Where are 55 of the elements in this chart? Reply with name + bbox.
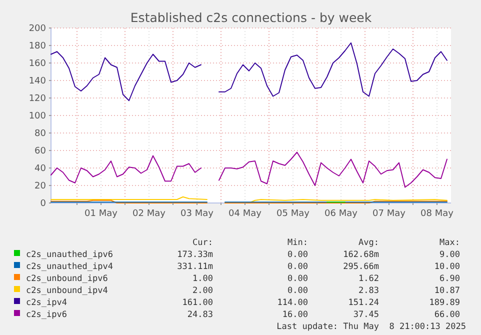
y-tick-label: 160 xyxy=(28,59,46,70)
text: 16.00 xyxy=(282,310,308,320)
text: 24.83 xyxy=(187,310,213,320)
y-tick-label: 20 xyxy=(34,182,46,192)
text: 161.00 xyxy=(182,298,213,308)
text: 331.11m xyxy=(177,262,213,272)
text: 9.00 xyxy=(440,250,460,260)
text: 0.00 xyxy=(288,250,308,260)
x-tick-label: 06 May xyxy=(324,209,358,219)
legend-label: c2s_unbound_ipv4 xyxy=(26,286,108,296)
chart-title: Established c2s connections - by week xyxy=(130,10,372,25)
y-tick-label: 100 xyxy=(28,112,46,122)
text: 0.00 xyxy=(288,274,308,284)
y-tick-label: 0 xyxy=(40,199,46,210)
x-tick-label: 04 May xyxy=(228,209,262,219)
x-tick-label: 08 May xyxy=(420,209,454,219)
y-tick-label: 60 xyxy=(34,146,46,157)
legend-label: c2s_ipv6 xyxy=(26,310,67,320)
y-tick-label: 80 xyxy=(34,129,46,140)
x-tick-label: 05 May xyxy=(276,209,310,219)
text: Last update: Thu May 8 21:00:13 2025 xyxy=(276,322,466,332)
y-tick-label: 180 xyxy=(28,42,46,52)
text: 114.00 xyxy=(277,298,308,308)
text: Cur: xyxy=(192,238,213,248)
y-tick-label: 120 xyxy=(28,94,46,104)
x-tick-label: 01 May xyxy=(84,209,118,219)
text: 10.00 xyxy=(434,262,460,272)
y-tick-label: 200 xyxy=(28,24,46,34)
x-tick-label: 07 May xyxy=(372,209,406,219)
x-tick-label: 02 May xyxy=(132,209,166,219)
text: 1.00 xyxy=(192,274,213,284)
legend-label: c2s_ipv4 xyxy=(26,298,67,308)
text: 162.68m xyxy=(343,250,379,260)
text: 2.00 xyxy=(192,286,213,296)
text: 151.24 xyxy=(348,298,379,308)
x-tick-label: 03 May xyxy=(180,209,214,219)
text: 2.83 xyxy=(358,286,379,296)
text: 173.33m xyxy=(177,250,213,260)
text: 189.89 xyxy=(429,298,460,308)
text: Avg: xyxy=(358,238,379,248)
text: 10.87 xyxy=(434,286,460,296)
legend-label: c2s_unbound_ipv6 xyxy=(26,274,108,284)
text: 1.62 xyxy=(358,274,379,284)
text: 0.00 xyxy=(288,262,308,272)
y-tick-label: 40 xyxy=(34,164,46,174)
text: Min: xyxy=(288,238,308,248)
text: 0.00 xyxy=(288,286,308,296)
text: Max: xyxy=(440,238,460,248)
y-tick-label: 140 xyxy=(28,76,46,87)
text: 6.90 xyxy=(440,274,460,284)
text: 66.00 xyxy=(434,310,460,320)
text: 295.66m xyxy=(343,262,379,272)
legend-label: c2s_unauthed_ipv4 xyxy=(26,262,113,272)
text: 37.45 xyxy=(353,310,379,320)
legend-label: c2s_unauthed_ipv6 xyxy=(26,250,113,260)
